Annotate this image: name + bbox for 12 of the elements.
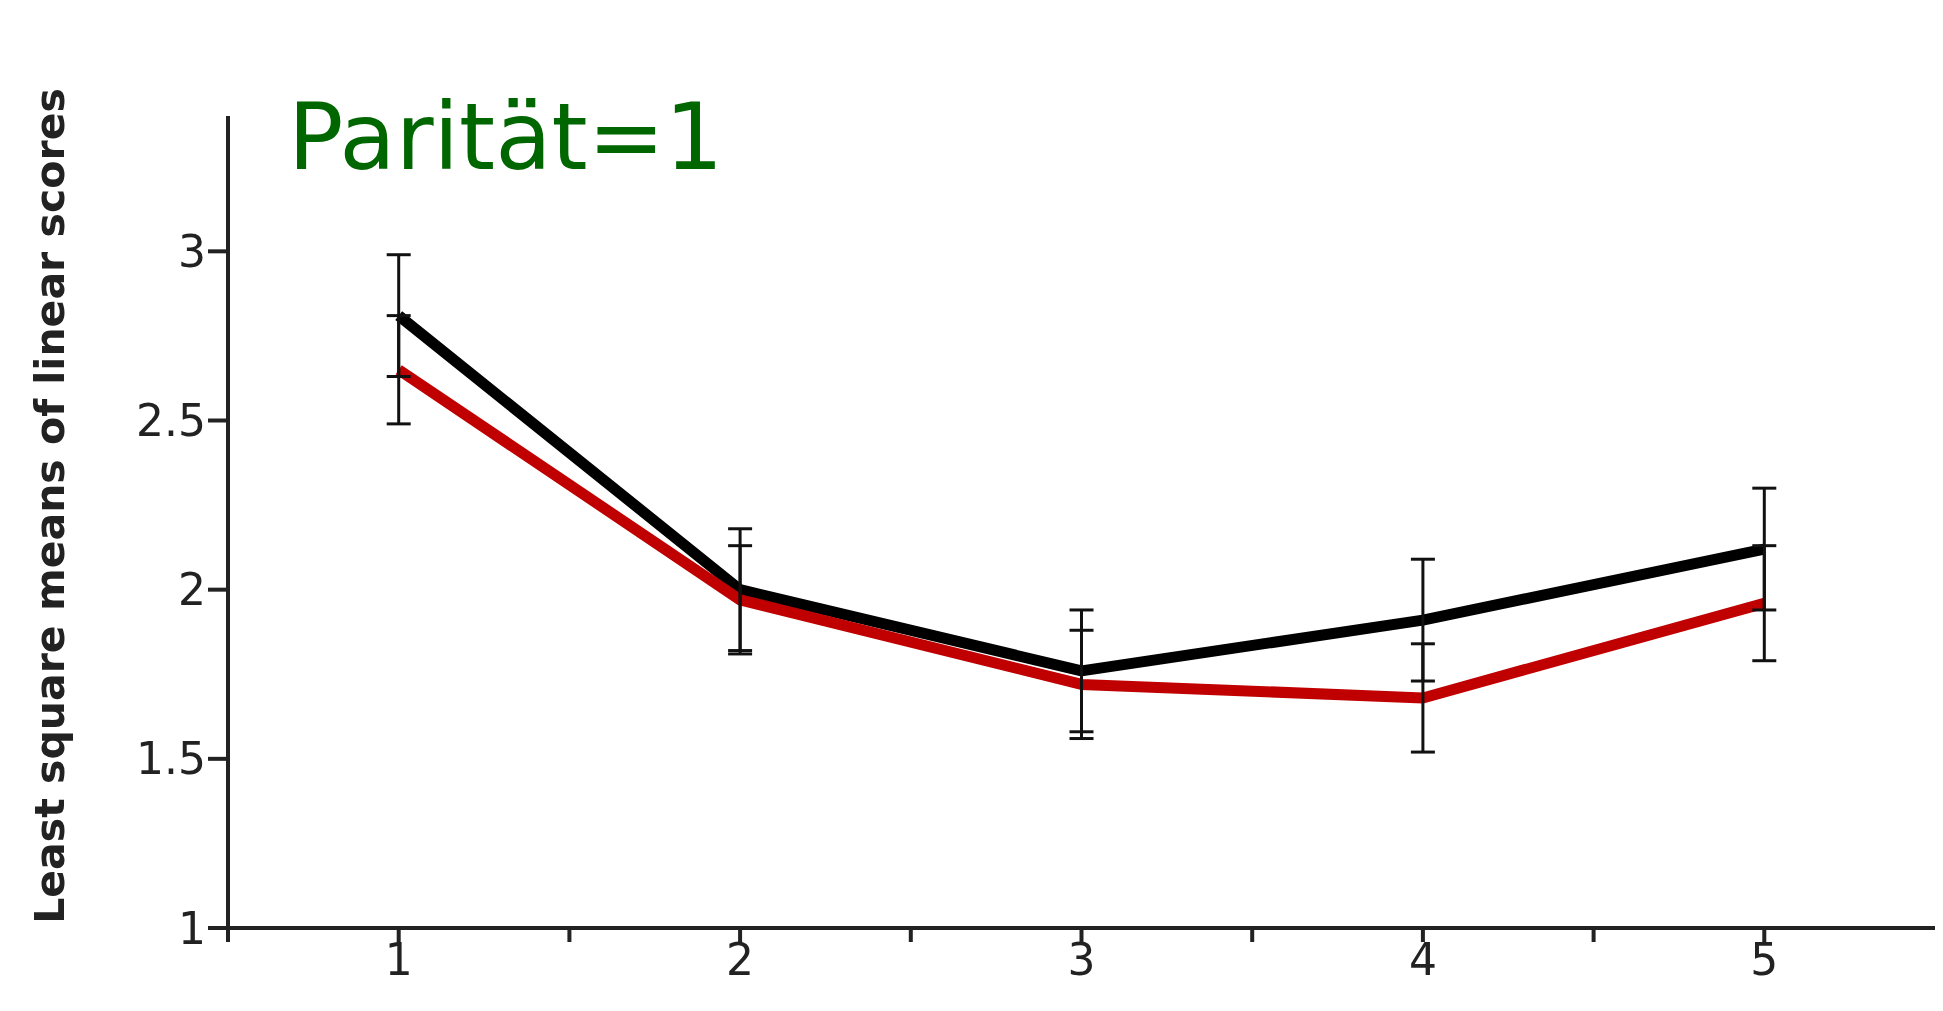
x-tick-label: 2: [726, 934, 755, 986]
x-tick-label: 1: [384, 934, 413, 986]
x-tick-label: 3: [1067, 934, 1096, 986]
x-tick-label: 4: [1408, 934, 1437, 986]
y-axis-title: Least square means of linear scores: [25, 87, 74, 924]
y-tick-label: 2: [178, 564, 206, 616]
x-tick-label: 5: [1750, 934, 1779, 986]
y-tick-label: 1: [178, 902, 206, 954]
y-tick-label: 1.5: [136, 733, 206, 785]
chart-title: Parität=1: [288, 84, 724, 191]
y-tick-label: 2.5: [136, 395, 206, 447]
y-tick-label: 3: [178, 225, 206, 277]
